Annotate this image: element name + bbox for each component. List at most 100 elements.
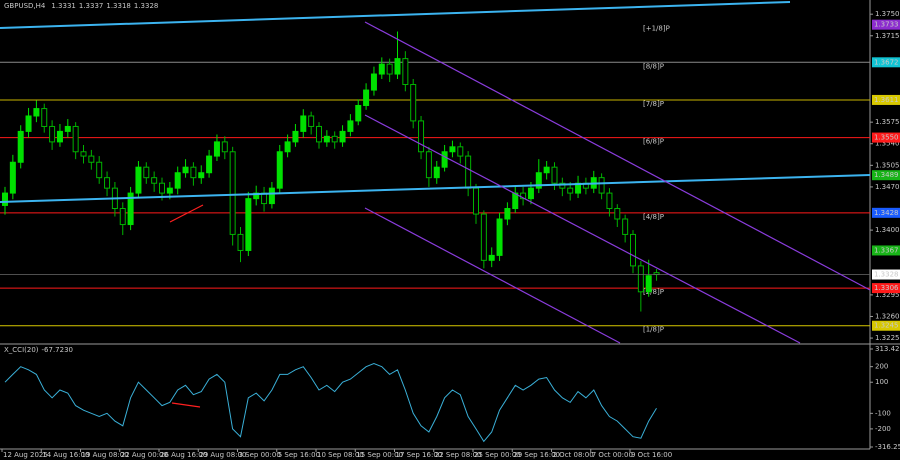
current-price-box (872, 269, 900, 280)
current-price-label: 1.3328 (874, 271, 899, 279)
x-tick-label: 15 Sep 00:00 (356, 451, 403, 459)
candle-body (80, 151, 87, 157)
candle-body (135, 166, 142, 194)
candle-body (410, 84, 417, 122)
candle-body (402, 58, 409, 86)
y-tick-label: 1.3575 (875, 118, 900, 126)
candle-body (331, 135, 338, 143)
level-price-label: 1.3550 (874, 134, 899, 142)
level-price-label: 1.3611 (874, 96, 899, 104)
candle-body (614, 208, 621, 220)
indicator-line (4, 362, 657, 443)
candle-body (292, 130, 299, 143)
level-label: [7/8]P (643, 100, 664, 108)
candle-body (363, 89, 370, 106)
candle-body (347, 120, 354, 132)
levels: [+1/8]P [8/8]P [7/8]P [6/8]P [4/8]P [2/8]P [1/… (0, 25, 870, 334)
x-tick-label: 29 Aug 08:00 (199, 451, 246, 459)
candle-body (488, 254, 495, 261)
x-tick-label: 2 Oct 08:00 (553, 451, 594, 459)
x-tick-label: 14 Aug 16:00 (42, 451, 89, 459)
candle-body (567, 187, 574, 194)
candle-body (527, 187, 534, 200)
level-price-label: 1.3306 (874, 284, 899, 292)
y-tick-label: 1.3505 (875, 161, 900, 169)
level-price-label: 1.3489 (874, 171, 899, 179)
candle-body (520, 192, 527, 200)
channel-line (364, 21, 871, 291)
candle-body (49, 125, 56, 143)
level-price-label: 1.3672 (874, 58, 899, 66)
candle-body (449, 146, 456, 153)
candle-body (166, 187, 173, 194)
header-close: 1.3328 (134, 2, 159, 10)
candle-body (598, 177, 605, 194)
x-tick-label: 5 Sep 16:00 (278, 451, 320, 459)
level-price-box (872, 94, 900, 105)
candle-body (198, 172, 205, 179)
indicator-y-tick-label: 313.429 (875, 345, 900, 353)
candle-body (441, 151, 448, 168)
chart-title: GBPUSD,H4 (4, 2, 46, 10)
x-tick-label: 10 Sep 08:00 (317, 451, 364, 459)
level-price-box (872, 283, 900, 294)
x-tick-label: 17 Sep 16:00 (396, 451, 443, 459)
indicator-name: X_CCI(20) (4, 346, 39, 354)
candle-body (56, 130, 63, 143)
chart-header: GBPUSD,H4 1.3331 1.3337 1.3318 1.3328 (4, 2, 158, 10)
cci-panel (4, 362, 657, 443)
candle-body (339, 130, 346, 143)
candle-body (9, 161, 16, 194)
header-open: 1.3331 (51, 2, 76, 10)
candle-body (457, 146, 464, 157)
y-tick-label: 1.3750 (875, 10, 900, 18)
candle-body (316, 125, 322, 143)
level-label: [8/8]P (643, 62, 664, 70)
x-tick-label: 22 Aug 00:00 (121, 451, 168, 459)
candle-body (543, 166, 550, 174)
y-tick-label: 1.3295 (875, 291, 900, 299)
candle-body (606, 192, 613, 210)
x-tick-label: 3 Sep 00:00 (239, 451, 281, 459)
candle-body (394, 58, 401, 75)
x-tick-label: 22 Sep 08:00 (435, 451, 482, 459)
divergence-line (169, 204, 204, 223)
x-tick-label: 19 Aug 08:00 (82, 451, 129, 459)
level-price-label: 1.3733 (874, 21, 899, 29)
candle-body (308, 115, 315, 127)
indicator-y-tick-label: 200 (875, 363, 888, 371)
candle-body (622, 218, 629, 235)
candle-body (213, 141, 220, 157)
trend-line (0, 174, 871, 203)
candle-body (237, 233, 244, 251)
divergence-line (171, 402, 201, 408)
indicator-y-tick-label: -316.257 (875, 443, 900, 451)
candle-body (433, 166, 440, 179)
candle-body (25, 115, 32, 132)
indicator-y-tick-label: -200 (875, 425, 891, 433)
candle-body (386, 63, 393, 75)
trend-line (0, 1, 791, 29)
candle-body (645, 275, 652, 293)
y-tick-label: 1.3260 (875, 312, 900, 320)
candle-body (88, 155, 95, 163)
candle-body (96, 161, 103, 179)
y-tick-label: 1.3400 (875, 226, 900, 234)
x-tick-label: 7 Oct 00:00 (592, 451, 633, 459)
candle-body (535, 172, 542, 189)
level-price-label: 1.3428 (874, 209, 899, 217)
level-label: [4/8]P (643, 213, 664, 221)
candles (0, 31, 870, 312)
level-price-box (872, 19, 900, 30)
header-high: 1.3337 (79, 2, 104, 10)
level-price-box (872, 207, 900, 218)
x-tick-label: 29 Sep 16:00 (513, 451, 560, 459)
level-price-box (872, 320, 900, 331)
candle-body (276, 151, 283, 189)
candle-body (2, 192, 8, 206)
candle-body (378, 63, 385, 75)
candle-body (370, 73, 377, 91)
y-tick-label: 1.3225 (875, 334, 900, 342)
